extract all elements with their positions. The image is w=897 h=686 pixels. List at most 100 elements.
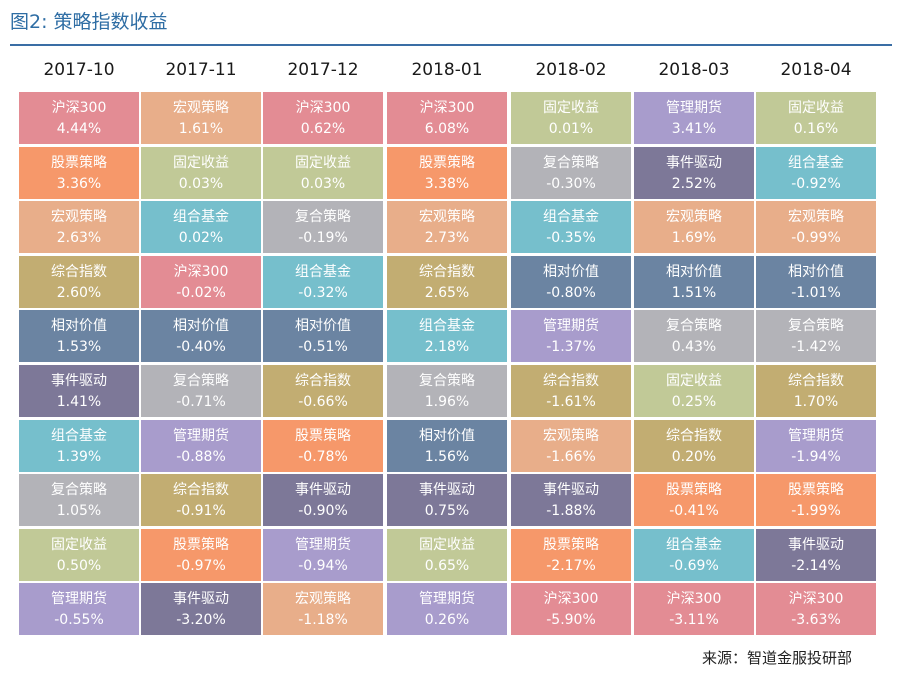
strategy-name: 组合基金 bbox=[666, 537, 722, 553]
strategy-cell: 复合策略 1.05% bbox=[19, 474, 139, 526]
strategy-return-value: -0.51% bbox=[298, 339, 348, 355]
strategy-name: 复合策略 bbox=[666, 318, 722, 334]
strategy-return-value: -1.88% bbox=[546, 503, 596, 519]
strategy-return-value: -1.42% bbox=[791, 339, 841, 355]
strategy-name: 复合策略 bbox=[419, 373, 475, 389]
strategy-name: 管理期货 bbox=[51, 591, 107, 607]
strategy-cell: 相对价值 1.53% bbox=[19, 310, 139, 362]
strategy-return-value: -0.02% bbox=[176, 285, 226, 301]
strategy-cell: 组合基金 -0.35% bbox=[511, 201, 631, 253]
strategy-cell: 管理期货 3.41% bbox=[634, 92, 754, 144]
strategy-cell: 复合策略 -0.30% bbox=[511, 147, 631, 199]
strategy-name: 综合指数 bbox=[788, 373, 844, 389]
strategy-name: 股票策略 bbox=[295, 428, 351, 444]
strategy-return-value: 3.38% bbox=[424, 176, 470, 192]
strategy-cell: 相对价值 1.51% bbox=[634, 256, 754, 308]
strategy-cell: 组合基金 -0.32% bbox=[263, 256, 383, 308]
strategy-name: 沪深300 bbox=[788, 591, 844, 607]
strategy-cell: 相对价值 1.56% bbox=[387, 420, 507, 472]
strategy-return-value: 0.43% bbox=[671, 339, 717, 355]
strategy-cell: 固定收益 0.65% bbox=[387, 529, 507, 581]
strategy-return-value: -1.61% bbox=[546, 394, 596, 410]
strategy-name: 综合指数 bbox=[295, 373, 351, 389]
strategy-name: 固定收益 bbox=[173, 155, 229, 171]
chart-title: 图2: 策略指数收益 bbox=[10, 11, 168, 33]
strategy-return-value: -0.91% bbox=[176, 503, 226, 519]
strategy-name: 沪深300 bbox=[295, 100, 351, 116]
strategy-name: 宏观策略 bbox=[419, 209, 475, 225]
strategy-name: 管理期货 bbox=[419, 591, 475, 607]
strategy-return-value: -0.71% bbox=[176, 394, 226, 410]
strategy-name: 复合策略 bbox=[173, 373, 229, 389]
strategy-cell: 股票策略 -1.99% bbox=[756, 474, 876, 526]
strategy-cell: 宏观策略 2.63% bbox=[19, 201, 139, 253]
strategy-return-value: 0.20% bbox=[671, 449, 717, 465]
strategy-return-value: 1.70% bbox=[793, 394, 839, 410]
strategy-return-value: 6.08% bbox=[424, 121, 470, 137]
source-note: 来源：智道金服投研部 bbox=[701, 649, 852, 667]
strategy-name: 宏观策略 bbox=[666, 209, 722, 225]
strategy-cell: 综合指数 0.20% bbox=[634, 420, 754, 472]
strategy-name: 宏观策略 bbox=[788, 209, 844, 225]
strategy-name: 管理期货 bbox=[173, 428, 229, 444]
strategy-return-value: 1.51% bbox=[671, 285, 717, 301]
strategy-return-value: 3.41% bbox=[671, 121, 717, 137]
strategy-return-value: 2.52% bbox=[671, 176, 717, 192]
strategy-name: 复合策略 bbox=[295, 209, 351, 225]
strategy-name: 沪深300 bbox=[666, 591, 722, 607]
strategy-name: 股票策略 bbox=[173, 537, 229, 553]
strategy-name: 股票策略 bbox=[543, 537, 599, 553]
strategy-name: 相对价值 bbox=[543, 264, 599, 280]
strategy-name: 相对价值 bbox=[788, 264, 844, 280]
strategy-return-value: -0.92% bbox=[791, 176, 841, 192]
strategy-cell: 相对价值 -0.80% bbox=[511, 256, 631, 308]
strategy-name: 宏观策略 bbox=[173, 100, 229, 116]
strategy-name: 组合基金 bbox=[788, 155, 844, 171]
strategy-name: 沪深300 bbox=[173, 264, 229, 280]
strategy-name: 复合策略 bbox=[788, 318, 844, 334]
title-divider bbox=[10, 44, 892, 46]
strategy-return-value: 1.69% bbox=[671, 230, 717, 246]
strategy-return-value: 2.73% bbox=[424, 230, 470, 246]
strategy-cell: 股票策略 -0.78% bbox=[263, 420, 383, 472]
strategy-name: 管理期货 bbox=[666, 100, 722, 116]
strategy-return-value: 0.25% bbox=[671, 394, 717, 410]
strategy-cell: 沪深300 -0.02% bbox=[141, 256, 261, 308]
strategy-cell: 管理期货 0.26% bbox=[387, 583, 507, 635]
column-header-2018-01: 2018-01 bbox=[411, 60, 483, 80]
strategy-return-value: -1.99% bbox=[791, 503, 841, 519]
strategy-name: 相对价值 bbox=[295, 318, 351, 334]
strategy-cell: 综合指数 -0.66% bbox=[263, 365, 383, 417]
strategy-return-value: -2.14% bbox=[791, 558, 841, 574]
strategy-return-value: -0.78% bbox=[298, 449, 348, 465]
strategy-name: 事件驱动 bbox=[666, 155, 722, 171]
strategy-name: 相对价值 bbox=[666, 264, 722, 280]
strategy-name: 宏观策略 bbox=[295, 591, 351, 607]
strategy-return-value: -0.55% bbox=[54, 612, 104, 628]
strategy-return-value: -0.66% bbox=[298, 394, 348, 410]
strategy-return-value: 2.60% bbox=[56, 285, 102, 301]
strategy-cell: 沪深300 -3.63% bbox=[756, 583, 876, 635]
strategy-cell: 组合基金 1.39% bbox=[19, 420, 139, 472]
strategy-return-value: 0.75% bbox=[424, 503, 470, 519]
strategy-name: 管理期货 bbox=[543, 318, 599, 334]
column-header-2018-03: 2018-03 bbox=[658, 60, 730, 80]
strategy-return-value: 1.41% bbox=[56, 394, 102, 410]
strategy-cell: 综合指数 1.70% bbox=[756, 365, 876, 417]
strategy-name: 组合基金 bbox=[419, 318, 475, 334]
strategy-return-value: -0.32% bbox=[298, 285, 348, 301]
strategy-cell: 管理期货 -0.88% bbox=[141, 420, 261, 472]
strategy-return-value: -0.69% bbox=[669, 558, 719, 574]
column-header-2017-10: 2017-10 bbox=[43, 60, 115, 80]
strategy-return-value: -5.90% bbox=[546, 612, 596, 628]
strategy-name: 组合基金 bbox=[295, 264, 351, 280]
strategy-name: 沪深300 bbox=[419, 100, 475, 116]
strategy-return-value: 1.39% bbox=[56, 449, 102, 465]
strategy-cell: 股票策略 3.38% bbox=[387, 147, 507, 199]
strategy-cell: 组合基金 -0.92% bbox=[756, 147, 876, 199]
strategy-name: 综合指数 bbox=[173, 482, 229, 498]
strategy-name: 事件驱动 bbox=[419, 482, 475, 498]
strategy-cell: 固定收益 0.50% bbox=[19, 529, 139, 581]
strategy-cell: 固定收益 0.03% bbox=[263, 147, 383, 199]
strategy-cell: 沪深300 6.08% bbox=[387, 92, 507, 144]
